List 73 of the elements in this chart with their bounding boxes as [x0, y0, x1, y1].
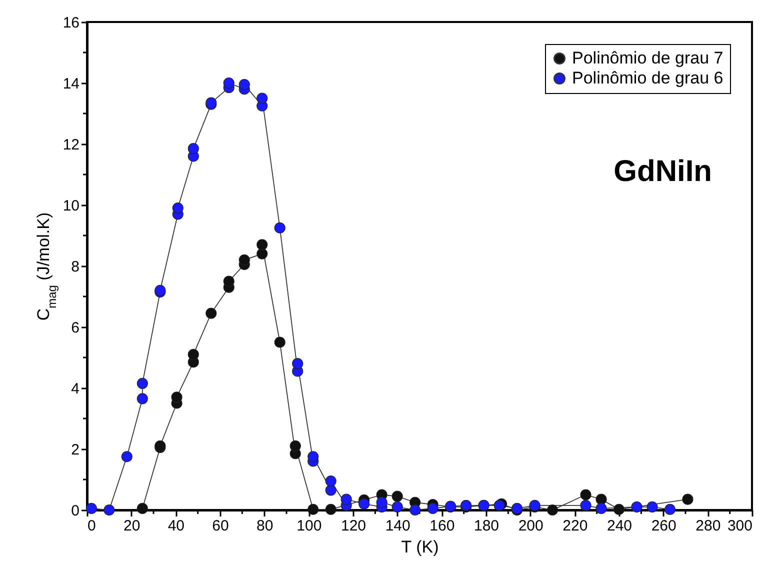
- x-tick-label: 280: [696, 518, 721, 534]
- point: [664, 504, 676, 515]
- point: [274, 336, 286, 348]
- point: [494, 500, 505, 511]
- point: [256, 248, 268, 260]
- point: [171, 392, 182, 403]
- point: [104, 504, 115, 516]
- x-tick-label: 40: [168, 518, 185, 534]
- y-tick-label: 16: [62, 14, 80, 32]
- point: [613, 504, 625, 515]
- x-tick-label: 140: [385, 518, 410, 534]
- x-tick-label: 60: [212, 518, 229, 534]
- x-tick-label: 200: [518, 518, 544, 534]
- x-tick-label: 80: [256, 518, 274, 534]
- point: [290, 440, 301, 452]
- y-tick-label: 6: [71, 320, 80, 336]
- x-tick-label: 160: [430, 518, 455, 534]
- point: [308, 504, 319, 515]
- x-tick-label: 240: [606, 518, 632, 534]
- point: [392, 501, 403, 512]
- point: [376, 496, 388, 508]
- y-tick-label: 10: [62, 198, 80, 214]
- legend-label: Polinômio de grau 6: [572, 68, 724, 88]
- point: [238, 254, 250, 266]
- point: [631, 501, 642, 512]
- point: [392, 490, 403, 502]
- point: [256, 239, 268, 250]
- x-tick-label: 260: [651, 518, 676, 534]
- x-tick-label: 120: [340, 518, 366, 534]
- point: [188, 143, 199, 154]
- point: [238, 78, 250, 90]
- point: [427, 502, 438, 514]
- point: [580, 489, 592, 500]
- point: [325, 504, 336, 515]
- point: [325, 484, 336, 496]
- y-tick-label: 4: [71, 380, 80, 398]
- point: [136, 378, 148, 389]
- point: [410, 504, 421, 516]
- x-axis-title: T (K): [401, 538, 439, 556]
- y-tick-label: 12: [62, 136, 80, 154]
- x-tick-label: 100: [296, 518, 322, 534]
- point: [206, 308, 217, 319]
- point: [596, 494, 607, 505]
- point: [580, 500, 592, 511]
- point: [292, 358, 304, 370]
- point: [308, 451, 319, 462]
- annotation: GdNiIn: [614, 155, 712, 188]
- point: [223, 77, 234, 89]
- point: [646, 501, 658, 512]
- point: [358, 498, 370, 510]
- x-tick-label: 20: [123, 518, 140, 534]
- point: [546, 504, 558, 516]
- x-tick-label: 0: [88, 518, 96, 534]
- point: [136, 502, 148, 514]
- point: [172, 202, 184, 214]
- point: [121, 451, 132, 462]
- point: [274, 222, 286, 234]
- point: [136, 393, 148, 404]
- x-tick-label: 180: [474, 518, 500, 534]
- point: [188, 348, 199, 360]
- y-tick-label: 2: [71, 442, 80, 458]
- point: [340, 494, 352, 505]
- point: [325, 475, 336, 487]
- y-tick-label: 0: [71, 502, 80, 520]
- legend-label: Polinômio de grau 7: [572, 48, 724, 68]
- point: [256, 92, 268, 104]
- y-tick-label: 14: [62, 76, 80, 92]
- point: [596, 502, 607, 514]
- x-tick-label: 220: [562, 518, 588, 534]
- point: [223, 276, 234, 287]
- y-tick-label: 8: [71, 258, 80, 276]
- point: [682, 494, 694, 505]
- x-tick-label: 300: [727, 518, 752, 534]
